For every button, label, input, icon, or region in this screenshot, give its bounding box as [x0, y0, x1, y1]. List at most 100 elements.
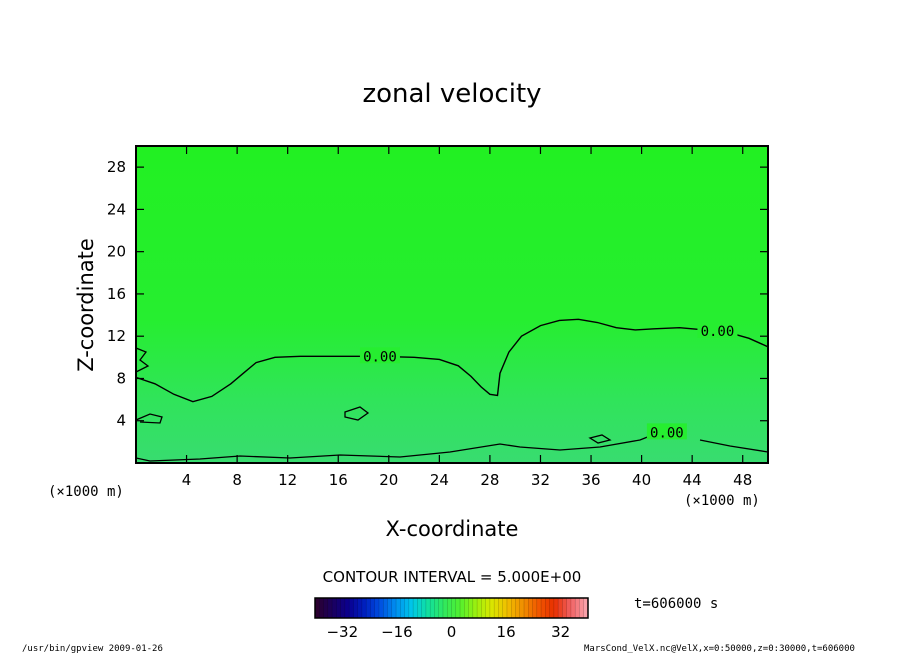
- colorbar-cell: [468, 598, 474, 618]
- y-tick-label: 16: [107, 285, 126, 303]
- colorbar-cell: [396, 598, 401, 618]
- colorbar-cell: [575, 598, 580, 618]
- colorbar-cell: [506, 598, 512, 618]
- x-tick-label: 40: [632, 471, 651, 489]
- colorbar-ticks: −32 −16 0 16 32: [326, 623, 570, 641]
- colorbar-cell: [477, 598, 482, 618]
- colorbar-cell: [404, 598, 410, 618]
- contour-interval-text: CONTOUR INTERVAL = 5.000E+00: [323, 568, 582, 586]
- time-label: t=606000 s: [634, 596, 718, 612]
- colorbar-cell: [545, 598, 551, 618]
- colorbar-cell: [430, 598, 435, 618]
- y-tick-label: 24: [107, 200, 126, 218]
- y-tick-label: 28: [107, 158, 126, 176]
- colorbar-cell: [494, 598, 499, 618]
- colorbar-cell: [579, 598, 585, 618]
- colorbar-cell: [549, 598, 555, 618]
- chart-title: zonal velocity: [362, 79, 541, 109]
- colorbar-cell: [383, 598, 389, 618]
- left-edge-contour: [136, 347, 150, 373]
- colorbar-cell: [327, 598, 333, 618]
- colorbar-cell: [319, 598, 325, 618]
- colorbar-tick-label: −32: [326, 623, 358, 641]
- x-tick-label: 28: [480, 471, 499, 489]
- y-tick-label: 4: [116, 412, 126, 430]
- contour-label: 0.00: [363, 349, 397, 365]
- colorbar-cell: [370, 598, 376, 618]
- colorbar-cell: [340, 598, 346, 618]
- contour-labels: 0.00 0.00 0.00: [359, 321, 738, 441]
- x-tick-label: 24: [430, 471, 449, 489]
- colorbar-cell: [489, 598, 495, 618]
- colorbar-cell: [349, 598, 354, 618]
- colorbar-cell: [464, 598, 470, 618]
- colorbar-cell: [357, 598, 363, 618]
- colorbar-cell: [524, 598, 529, 618]
- colorbar-cell: [562, 598, 568, 618]
- colorbar-cell: [425, 598, 431, 618]
- plot-frame: [135, 145, 769, 464]
- contour-label-bg: [646, 423, 687, 440]
- colorbar-cell: [336, 598, 342, 618]
- footer-right: MarsCond_VelX.nc@VelX,x=0:50000,z=0:3000…: [584, 644, 855, 654]
- colorbar-tick-label: 0: [447, 623, 457, 641]
- colorbar-cell: [583, 598, 589, 618]
- colorbar-cell: [344, 598, 350, 618]
- colorbar-cell: [528, 598, 534, 618]
- colorbar-cell: [485, 598, 491, 618]
- zero-contour-line: [136, 318, 768, 403]
- colorbar-cell: [481, 598, 487, 618]
- colorbar-cell: [532, 598, 538, 618]
- colorbar-cell: [400, 598, 406, 618]
- x-tick-label: 48: [733, 471, 752, 489]
- colorbar-cell: [511, 598, 516, 618]
- contour-label-bg: [359, 347, 400, 364]
- x-tick-label: 12: [278, 471, 297, 489]
- contour-label: 0.00: [650, 425, 684, 441]
- colorbar-cell: [421, 598, 427, 618]
- x-axis-ticks: 4 8 12 16 20 24 28 32 36 40 44 48: [182, 146, 752, 489]
- colorbar-cell: [387, 598, 393, 618]
- colorbar-cell: [332, 598, 337, 618]
- colorbar-cell: [498, 598, 504, 618]
- colorbar-cell: [472, 598, 478, 618]
- x-tick-label: 36: [581, 471, 600, 489]
- colorbar-cell: [378, 598, 384, 618]
- colorbar-cell: [515, 598, 521, 618]
- contour-label: 0.00: [701, 324, 735, 340]
- colorbar-tick-label: 16: [497, 623, 516, 641]
- x-tick-label: 16: [329, 471, 348, 489]
- colorbar-cell: [361, 598, 367, 618]
- footer-left: /usr/bin/gpview 2009-01-26: [22, 644, 163, 654]
- colorbar-cell: [455, 598, 461, 618]
- colorbar-cell: [438, 598, 444, 618]
- colorbar-cell: [558, 598, 563, 618]
- colorbar-cell: [366, 598, 371, 618]
- x-tick-label: 32: [531, 471, 550, 489]
- plot-area: 0.00 0.00 0.00: [135, 145, 769, 464]
- x-tick-label: 44: [683, 471, 702, 489]
- colorbar-cell: [417, 598, 423, 618]
- colorbar-cell: [315, 598, 320, 618]
- colorbar-cell: [536, 598, 542, 618]
- near-surface-contour: [136, 406, 768, 462]
- x-axis-label: X-coordinate: [386, 517, 519, 541]
- colorbar-cell: [553, 598, 559, 618]
- x-unit-left: (×1000 m): [48, 484, 124, 500]
- y-tick-label: 20: [107, 243, 126, 261]
- colorbar-tick-label: 32: [551, 623, 570, 641]
- field-fill: [136, 146, 768, 463]
- colorbar-cell: [408, 598, 414, 618]
- colorbar-cell: [541, 598, 546, 618]
- colorbar-cell: [460, 598, 465, 618]
- x-unit-right: (×1000 m): [684, 493, 760, 509]
- y-axis-ticks: 4 8 12 16 20 24 28: [107, 158, 768, 430]
- colorbar-cell: [391, 598, 397, 618]
- colorbar-cell: [566, 598, 572, 618]
- colorbar-frame: [314, 597, 589, 619]
- colorbar-cell: [519, 598, 525, 618]
- colorbar-cell: [323, 598, 329, 618]
- colorbar-cell: [353, 598, 359, 618]
- x-tick-label: 4: [182, 471, 192, 489]
